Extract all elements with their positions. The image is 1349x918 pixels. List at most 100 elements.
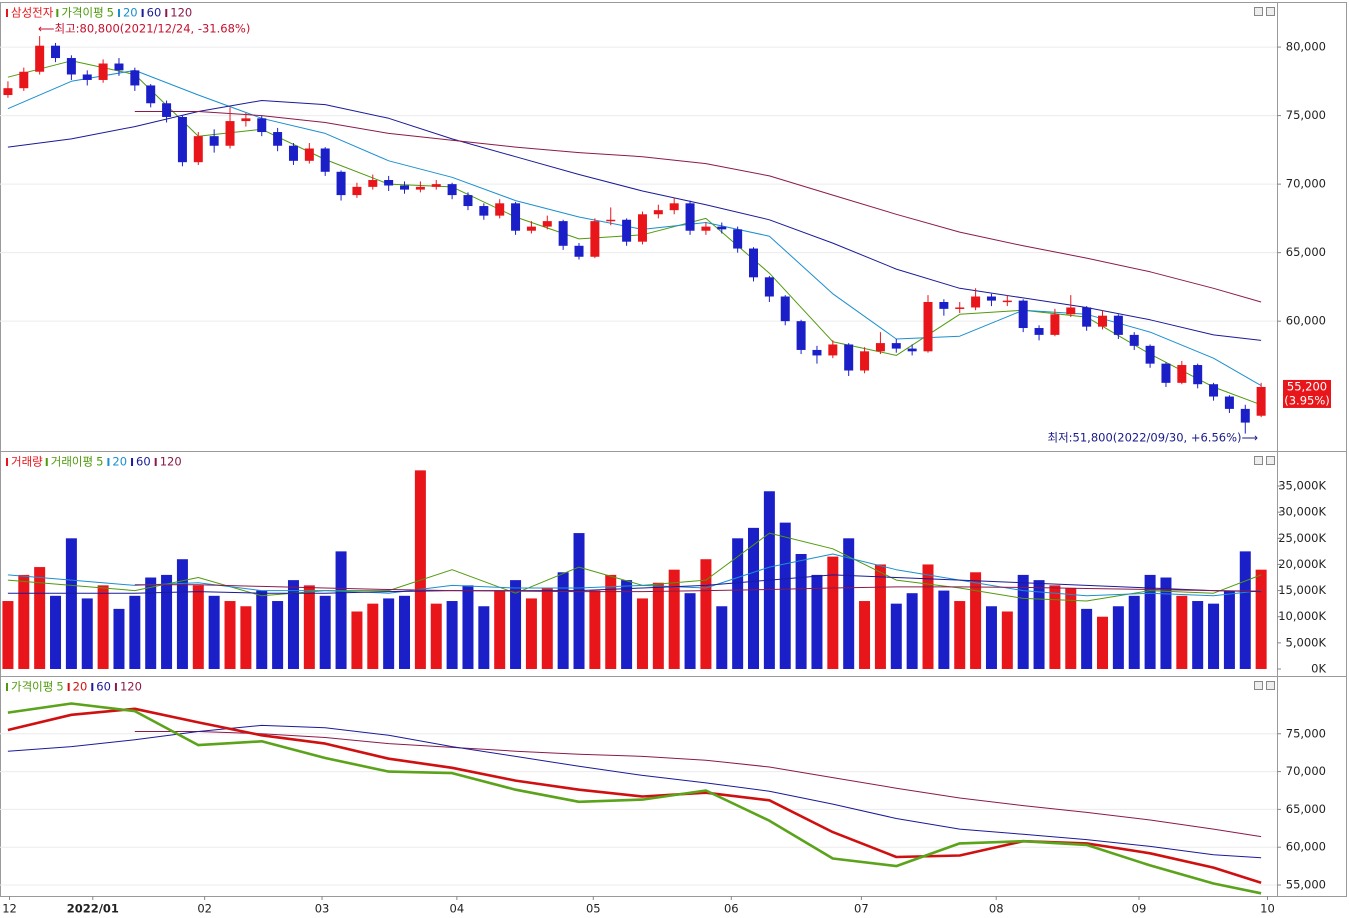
candle-body [701,226,711,231]
legend-marker [117,9,120,17]
legend-entry: 60 [96,680,111,694]
candle-body [669,203,679,211]
candle-body [400,185,410,190]
candle-body [431,184,441,187]
candle-body [986,296,996,301]
candle-body [257,118,267,133]
panel-button[interactable] [1266,456,1275,465]
volume-bar [906,593,918,669]
legend-entry: 60 [147,6,162,20]
volume-bar [1001,611,1013,669]
candle-body [193,136,203,163]
volume-bar [1144,574,1156,669]
volume-bar [192,585,204,669]
candle-body [796,321,806,350]
legend-title: 거래이평 [51,455,93,469]
candle-body [1209,384,1219,397]
candle-body [3,88,13,96]
candle-body [749,248,759,278]
volume-bar [874,564,886,669]
legend-entry: 120 [170,6,192,20]
legend-marker [6,458,8,466]
candle-body [1002,300,1012,303]
volume-bar [795,553,807,669]
volume-bar [1223,590,1235,669]
volume-bar [700,559,712,669]
ma-line [7,574,1262,594]
candle-body [225,121,235,146]
candle-body [590,221,600,257]
candle-body [1224,396,1234,409]
candle-body [1113,315,1123,335]
legend-marker [154,458,157,466]
high-annotation: ⟵최고:80,800(2021/12/24, -31.68%) [38,22,250,36]
x-tick-label: 10 [1260,902,1275,916]
x-tick-label: 2022/01 [67,902,119,916]
candle-body [1145,345,1155,364]
ma-line [7,724,1262,859]
volume-bar [1192,601,1204,669]
ma-line [134,584,1262,593]
volume-bar [1255,569,1267,669]
volume-bar [779,522,791,669]
legend-marker [67,683,70,691]
y-tick-label: 75,000 [1286,726,1326,740]
candle-body [971,296,981,308]
candle-body [1193,365,1203,385]
candle-body [1240,408,1250,423]
volume-bar [811,574,823,669]
volume-bar [18,574,30,669]
panel-button[interactable] [1254,7,1263,16]
legend-entry: 20 [123,6,138,20]
volume-bar [1065,587,1077,669]
candle-body [304,148,314,161]
volume-bar [256,590,268,669]
candle-body [1082,307,1092,327]
y-tick-label: 80,000 [1286,40,1326,54]
x-tick-label: 05 [586,902,601,916]
candle-body [875,343,885,352]
candle-body [764,277,774,297]
y-tick-label: 65,000 [1286,802,1326,816]
candle-body [463,195,473,207]
candle-body [384,180,394,186]
legend-title: 가격이평 [61,6,103,20]
volume-bar [494,590,506,669]
volume-bar [1208,603,1220,669]
volume-bar [34,567,46,669]
volume-bar [748,527,760,669]
volume-bar [176,559,188,669]
volume-bar [541,587,553,669]
candle-body [637,214,647,242]
legend-entry: 20 [112,455,127,469]
legend-marker [56,9,59,17]
candle-body [780,296,790,322]
volume-bar [430,603,442,669]
volume-bar [240,606,252,669]
panel-button[interactable] [1266,7,1275,16]
volume-bar [573,533,585,669]
panel-button[interactable] [1254,681,1263,690]
y-tick-label: 30,000K [1278,505,1326,519]
volume-bar [2,601,14,669]
y-tick-label: 35,000K [1278,479,1326,493]
candle-body [241,118,251,122]
volume-bar [1176,595,1188,669]
panel-button[interactable] [1254,456,1263,465]
legend-entry: 5 [96,455,103,469]
volume-bar [81,598,93,669]
last-price-label: 55,200 [1287,379,1327,393]
volume-bar [65,538,77,669]
ma-line [7,100,1262,341]
candle-body [844,344,854,371]
legend-marker [6,683,8,691]
candle-body [860,351,870,371]
volume-bar [890,603,902,669]
volume-bar [303,585,315,669]
volume-bar [732,538,744,669]
volume-bar [827,556,839,669]
panel-button[interactable] [1266,681,1275,690]
